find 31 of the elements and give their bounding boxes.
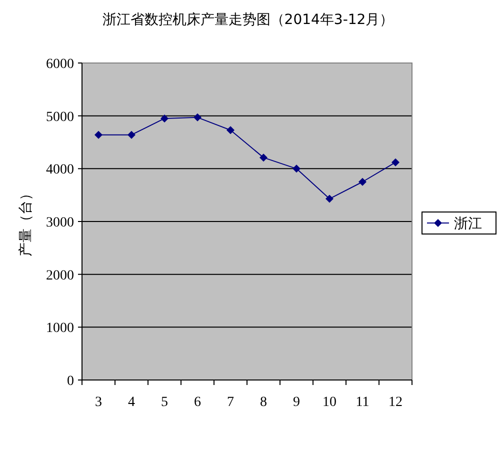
- point: [226, 126, 234, 134]
- y-tick-label: 6000: [46, 57, 74, 72]
- point: [326, 194, 334, 203]
- point: [128, 130, 136, 139]
- x-tick-label: 4: [128, 395, 135, 410]
- point: [94, 130, 102, 139]
- chart-title: 浙江省数控机床产量走势图（2014年3-12月）: [102, 12, 394, 28]
- x-tick-label: 12: [388, 395, 402, 410]
- point: [260, 154, 268, 162]
- point: [160, 114, 168, 122]
- point: [194, 113, 202, 122]
- point: [292, 164, 300, 173]
- x-tick-label: 7: [227, 395, 234, 410]
- y-tick-label: 3000: [46, 216, 74, 230]
- x-tick-label: 3: [95, 395, 102, 410]
- x-tick-label: 8: [260, 395, 267, 410]
- y-tick-label: 2000: [46, 268, 74, 284]
- y-tick-label: 1000: [46, 321, 74, 336]
- legend-label: 浙江: [454, 216, 482, 232]
- point: [392, 158, 400, 166]
- legend: 浙江: [422, 212, 496, 234]
- x-tick-label: 6: [194, 395, 201, 410]
- x-tick-label: 11: [356, 395, 370, 410]
- y-tick-label: 5000: [46, 110, 74, 125]
- y-tick-label: 4000: [46, 162, 74, 178]
- y-tick-label: 0: [67, 374, 74, 389]
- point: [358, 178, 366, 186]
- x-tick-label: 5: [161, 395, 168, 410]
- x-tick-label: 10: [322, 395, 336, 410]
- x-tick-label: 9: [293, 395, 300, 410]
- y-axis-title: 产量（台）: [18, 186, 34, 256]
